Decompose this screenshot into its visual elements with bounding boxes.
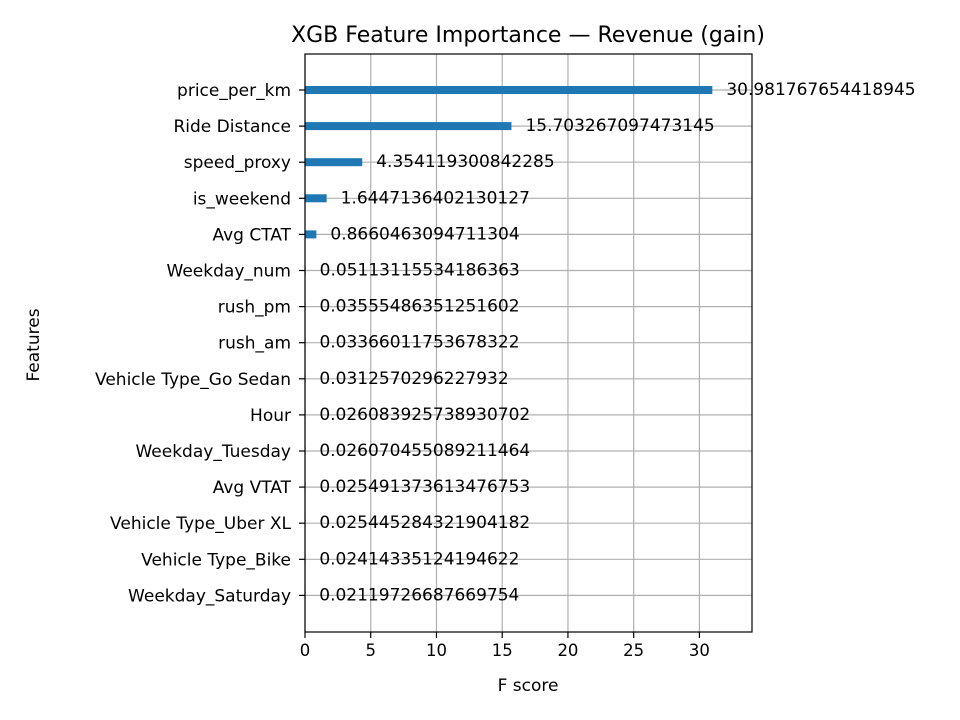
x-axis-ticks: 0 5 10 15 20 25 30 <box>300 632 710 660</box>
x-tick-label: 30 <box>689 641 710 660</box>
y-tick-label: speed_proxy <box>184 153 291 173</box>
data-label: 15.703267097473145 <box>525 116 714 136</box>
y-tick-label: Vehicle Type_Bike <box>141 550 291 570</box>
data-label: 0.8660463094711304 <box>330 224 519 244</box>
y-tick-label: Ride Distance <box>173 117 291 137</box>
data-labels: 30.981767654418945 15.703267097473145 4.35… <box>319 80 915 605</box>
y-tick-label: Avg VTAT <box>213 478 292 498</box>
data-label: 0.026070455089211464 <box>319 441 530 461</box>
x-tick-label: 15 <box>492 641 513 660</box>
data-label: 0.05113115534186363 <box>320 261 520 281</box>
data-label: 0.0312570296227932 <box>319 369 508 389</box>
y-tick-label: price_per_km <box>177 81 291 101</box>
y-tick-label: Vehicle Type_Uber XL <box>110 514 291 534</box>
y-tick-label: Vehicle Type_Go Sedan <box>95 370 291 390</box>
data-label: 0.03366011753678322 <box>319 333 519 353</box>
x-axis-label: F score <box>498 676 559 696</box>
data-label: 0.03555486351251602 <box>319 297 519 317</box>
bar <box>305 122 512 131</box>
bar <box>305 230 317 239</box>
x-tick-label: 0 <box>300 641 311 660</box>
bar <box>305 194 327 203</box>
x-tick-label: 20 <box>557 641 578 660</box>
y-tick-label: Hour <box>250 406 291 426</box>
x-tick-label: 10 <box>426 641 447 660</box>
y-tick-label: is_weekend <box>193 189 291 209</box>
y-tick-label: Weekday_Saturday <box>128 586 291 606</box>
x-tick-label: 25 <box>623 641 644 660</box>
data-label: 0.026083925738930702 <box>319 405 530 425</box>
chart-title: XGB Feature Importance — Revenue (gain) <box>291 23 765 48</box>
data-label: 1.6447136402130127 <box>341 188 530 208</box>
y-tick-label: Weekday_num <box>167 262 291 282</box>
bar <box>305 158 363 167</box>
data-label: 0.025491373613476753 <box>319 477 530 497</box>
y-tick-label: rush_am <box>218 334 291 354</box>
y-tick-label: Avg CTAT <box>212 225 291 245</box>
x-tick-label: 5 <box>365 641 376 660</box>
data-label: 0.025445284321904182 <box>319 513 530 533</box>
y-axis-label: Features <box>24 308 44 381</box>
data-label: 0.02414335124194622 <box>319 549 519 569</box>
grid-lines <box>304 54 752 632</box>
y-tick-label: Weekday_Tuesday <box>135 442 291 462</box>
y-axis-categories: price_per_km Ride Distance speed_proxy is_w… <box>95 81 305 606</box>
data-label: 30.981767654418945 <box>726 80 915 100</box>
y-tick-label: rush_pm <box>218 298 291 318</box>
data-label: 4.354119300842285 <box>376 152 554 172</box>
data-label: 0.02119726687669754 <box>319 585 519 605</box>
bar <box>305 86 713 94</box>
